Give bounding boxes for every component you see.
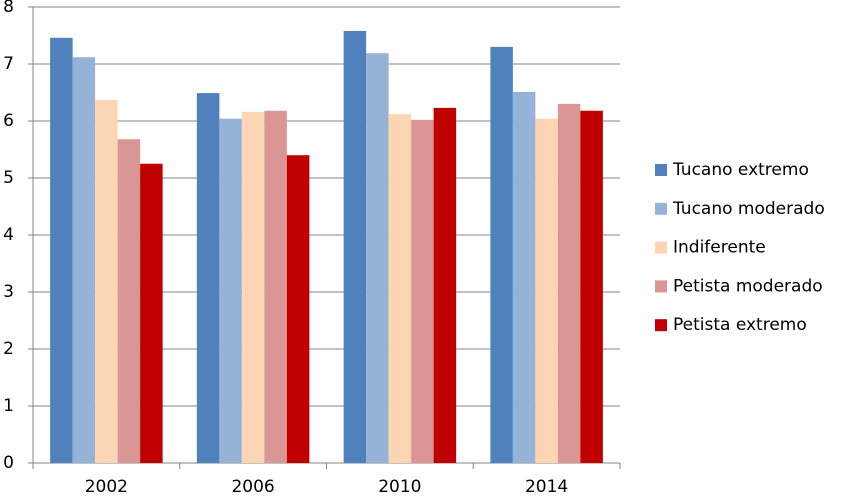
legend-swatch [655,164,667,176]
bar [433,107,457,463]
bar [196,93,220,463]
y-tick-label: 0 [3,453,14,473]
x-tick-label: 2006 [231,477,274,496]
y-tick-label: 1 [3,396,14,416]
y-tick-label: 2 [3,339,14,359]
y-tick-label: 3 [3,282,14,302]
y-tick-label: 5 [3,168,14,188]
bar [535,118,558,463]
bar [411,119,434,464]
bar [219,118,242,463]
bar [388,114,412,463]
bar [557,103,581,464]
bar [580,110,603,464]
bar [117,139,141,464]
bar [343,30,367,463]
bar [264,110,287,464]
bar [241,111,265,463]
legend-swatch [655,241,667,254]
bar [286,155,310,463]
legend-label: Petista extremo [673,315,807,335]
legend-swatch [655,280,667,293]
legend-label: Tucano moderado [672,199,825,219]
y-tick-label: 7 [3,54,14,74]
bar [72,57,96,463]
legend-label: Tucano extremo [672,160,809,180]
bar [490,46,513,464]
y-tick-label: 6 [3,111,14,131]
bar [366,53,389,464]
x-tick-label: 2002 [85,477,128,496]
x-tick-label: 2010 [378,477,421,496]
y-tick-label: 8 [3,0,14,17]
bar [512,91,536,464]
y-tick-label: 4 [3,225,14,245]
x-tick-label: 2014 [525,477,568,496]
bar [50,37,73,463]
legend-label: Petista moderado [673,276,823,296]
bar [140,163,163,463]
legend-swatch [655,319,667,332]
bar [95,99,118,463]
legend-swatch [655,202,667,215]
legend-label: Indiferente [673,238,766,258]
